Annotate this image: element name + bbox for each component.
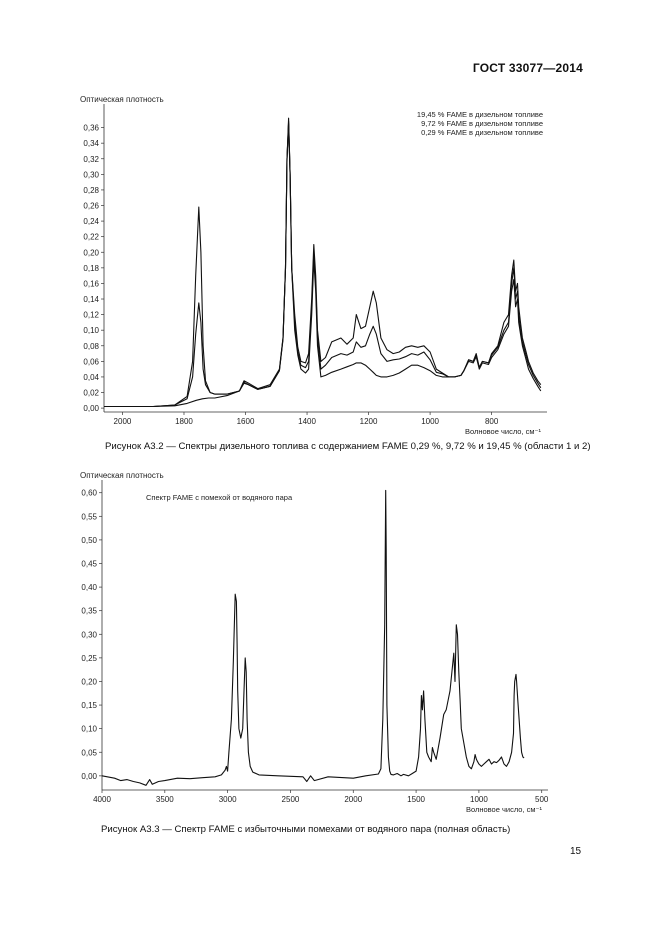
x-axis-label: Волновое число, см⁻¹ [465, 427, 542, 436]
y-tick-label: 0,02 [83, 389, 99, 398]
series-line [104, 120, 542, 408]
series-line [104, 123, 542, 408]
x-tick-label: 1200 [360, 417, 378, 426]
y-tick-label: 0,24 [83, 217, 99, 226]
x-tick-label: 1600 [237, 417, 255, 426]
series-line [104, 117, 542, 408]
x-tick-label: 800 [485, 417, 499, 426]
legend-entry: 19,45 % FAME в дизельном топливе [417, 110, 543, 119]
y-tick-label: 0,06 [83, 357, 99, 366]
x-tick-label: 1000 [421, 417, 439, 426]
y-tick-label: 0,16 [83, 279, 99, 288]
figure-caption-a33: Рисунок А3.3 — Спектр FAME с избыточными… [101, 824, 511, 835]
legend-entry: 9,72 % FAME в дизельном топливе [421, 119, 543, 128]
y-tick-label: 0,14 [83, 295, 99, 304]
y-tick-label: 0,26 [83, 202, 99, 211]
y-axis-label: Оптическая плотность [80, 95, 164, 104]
y-tick-label: 0,00 [83, 404, 99, 413]
page-number: 15 [570, 846, 582, 857]
y-tick-label: 0,12 [83, 311, 99, 320]
x-tick-label: 1400 [298, 417, 316, 426]
y-tick-label: 0,32 [83, 155, 99, 164]
x-tick-label: 2000 [114, 417, 132, 426]
y-tick-label: 0,22 [83, 233, 99, 242]
y-tick-label: 0,28 [83, 186, 99, 195]
figure-caption-a32: Рисунок А3.2 — Спектры дизельного топлив… [105, 441, 591, 452]
y-tick-label: 0,34 [83, 139, 99, 148]
y-tick-label: 0,04 [83, 373, 99, 382]
document-code: ГОСТ 33077—2014 [472, 61, 583, 75]
legend-entry: 0,29 % FAME в дизельном топливе [421, 128, 543, 137]
y-tick-label: 0,18 [83, 264, 99, 273]
y-tick-label: 0,20 [83, 248, 99, 257]
y-tick-label: 0,30 [83, 170, 99, 179]
y-tick-label: 0,10 [83, 326, 99, 335]
x-tick-label: 1800 [175, 417, 193, 426]
y-tick-label: 0,36 [83, 124, 99, 133]
y-tick-label: 0,08 [83, 342, 99, 351]
